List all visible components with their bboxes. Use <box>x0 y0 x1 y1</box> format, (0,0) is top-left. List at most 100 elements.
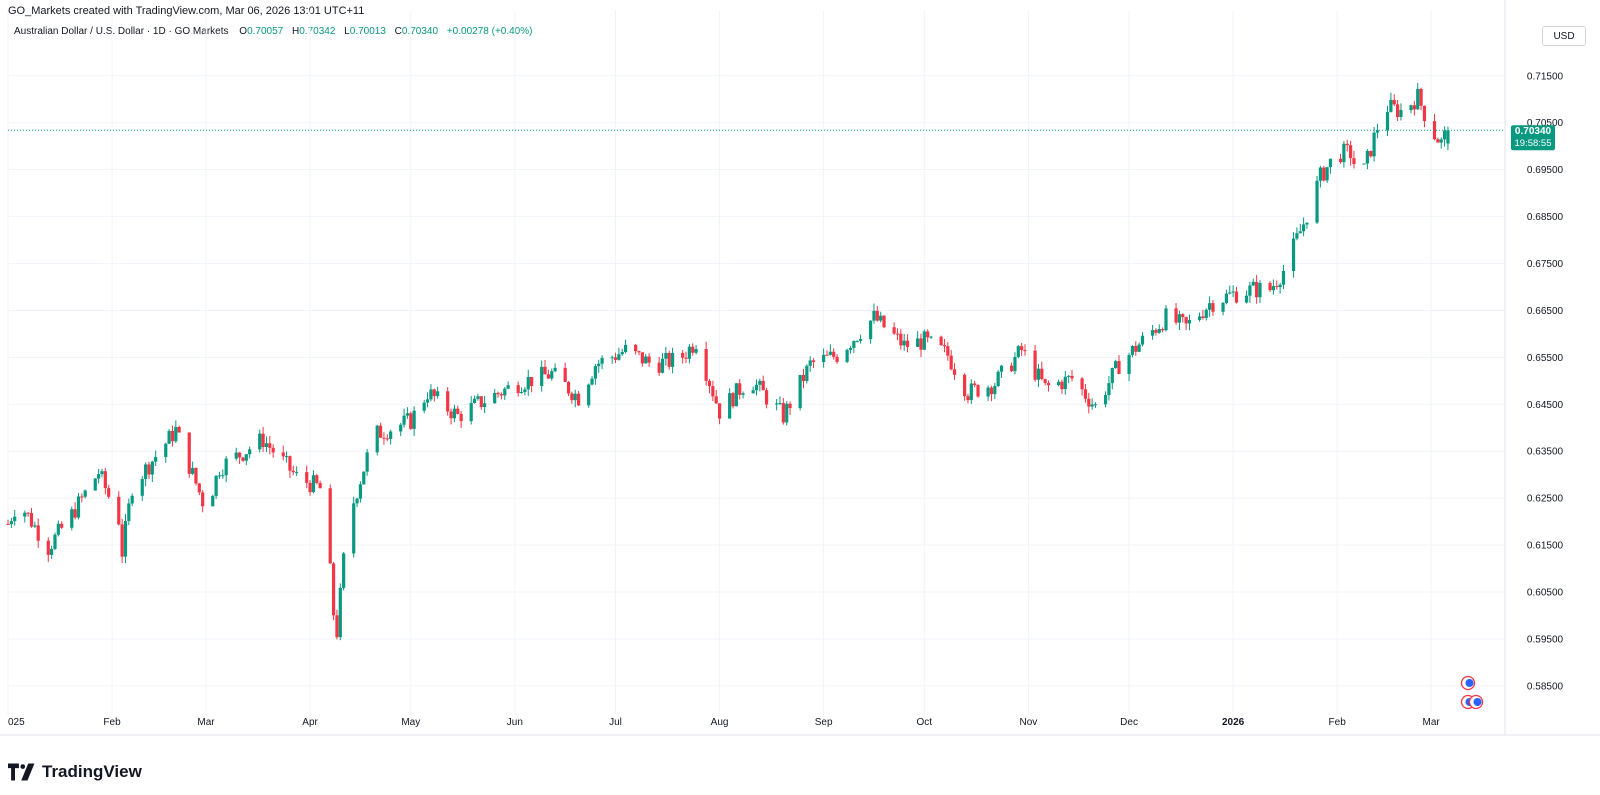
bar-countdown: 19:58:55 <box>1515 138 1552 149</box>
candle-up <box>852 341 856 348</box>
candle-up <box>1248 285 1252 296</box>
candle-down <box>1040 368 1044 380</box>
candle-up <box>610 357 614 359</box>
candle-up <box>785 403 789 423</box>
candle-up <box>1315 180 1319 223</box>
candle-down <box>895 333 900 335</box>
candle-down <box>331 563 336 616</box>
candle-up <box>848 347 853 350</box>
candle-up <box>214 475 218 496</box>
candle-down <box>26 512 30 514</box>
candle-down <box>1087 398 1091 407</box>
candle-down <box>268 443 272 448</box>
candle-up <box>493 392 497 404</box>
candle-up <box>1385 111 1390 131</box>
candle-up <box>1063 376 1067 390</box>
candle-up <box>553 367 557 372</box>
candle-down <box>1134 345 1138 352</box>
candles <box>6 82 1450 641</box>
candle-up <box>741 393 745 395</box>
candle-down <box>966 396 970 401</box>
candle-up <box>217 475 222 477</box>
candle-down <box>456 408 460 414</box>
candle-up <box>620 351 624 355</box>
candle-down <box>315 475 319 483</box>
candle-down <box>1201 316 1205 318</box>
candle-down <box>1268 282 1272 291</box>
candle-down <box>117 496 121 525</box>
candle-down <box>1174 308 1178 323</box>
candle-up <box>97 474 101 479</box>
candle-up <box>1140 335 1145 345</box>
candle-up <box>869 320 873 340</box>
candle-up <box>694 349 698 353</box>
candle-down <box>566 381 571 394</box>
candle-down <box>577 393 581 406</box>
candle-down <box>288 456 292 471</box>
candle-down <box>731 393 735 407</box>
candle-up <box>822 354 826 363</box>
candle-up <box>1204 309 1208 318</box>
candle-up <box>573 393 577 401</box>
candle-up <box>1389 99 1393 112</box>
candle-down <box>120 524 124 557</box>
candle-up <box>1228 292 1232 294</box>
candle-up <box>164 443 168 457</box>
candle-down <box>704 349 708 381</box>
candle-down <box>103 471 107 489</box>
candle-down <box>1154 330 1158 333</box>
candle-down <box>1395 104 1400 118</box>
candle-down <box>976 385 980 397</box>
candle-up <box>922 331 926 350</box>
candle-down <box>271 447 275 453</box>
candle-up <box>144 464 148 480</box>
candle-up <box>929 336 933 338</box>
candle-up <box>506 385 510 389</box>
candle-up <box>167 430 171 444</box>
candle-up <box>429 389 433 400</box>
candle-down <box>1060 381 1064 390</box>
candle-down <box>835 356 839 362</box>
last-price-value: 0.70340 <box>1515 126 1552 137</box>
candle-up <box>623 344 628 352</box>
price-tick-label: 0.58500 <box>1527 681 1564 692</box>
candle-down <box>1349 145 1353 159</box>
candle-down <box>570 393 574 401</box>
candle-up <box>600 357 604 364</box>
candle-down <box>197 483 201 493</box>
candle-down <box>788 403 792 409</box>
price-tick-label: 0.64500 <box>1527 400 1564 411</box>
price-tick-label: 0.68500 <box>1527 212 1564 223</box>
candle-down <box>634 344 638 352</box>
candle-up <box>1177 314 1182 323</box>
candle-up <box>9 521 13 525</box>
candle-up <box>1295 233 1299 239</box>
candle-up <box>1325 167 1329 181</box>
symbol-title[interactable]: Australian Dollar / U.S. Dollar · 1D · G… <box>14 26 229 37</box>
candle-up <box>412 410 416 429</box>
time-tick-label: 2026 <box>1222 717 1245 728</box>
candle-down <box>1419 88 1423 106</box>
candle-down <box>261 433 265 447</box>
candle-up <box>1110 367 1114 384</box>
candle-up <box>1093 404 1098 406</box>
currency-button[interactable]: USD <box>1542 26 1586 46</box>
candle-up <box>1409 105 1413 111</box>
brand-logo[interactable]: TradingView <box>8 762 142 782</box>
time-tick-label: Nov <box>1019 717 1037 728</box>
candle-down <box>194 467 198 484</box>
candle-down <box>6 523 10 525</box>
candle-up <box>597 363 601 367</box>
price-tick-label: 0.66500 <box>1527 306 1564 317</box>
candle-up <box>1446 130 1450 144</box>
candle-up <box>402 415 406 425</box>
candle-up <box>855 340 859 342</box>
candle-down <box>237 452 242 458</box>
candle-down <box>684 357 688 359</box>
open-value: 0.70057 <box>247 26 284 37</box>
price-tick-label: 0.63500 <box>1527 447 1564 458</box>
ohlc-legend: Australian Dollar / U.S. Dollar · 1D · G… <box>14 26 538 37</box>
candle-up <box>1362 163 1366 165</box>
chart-grid <box>7 10 1505 715</box>
